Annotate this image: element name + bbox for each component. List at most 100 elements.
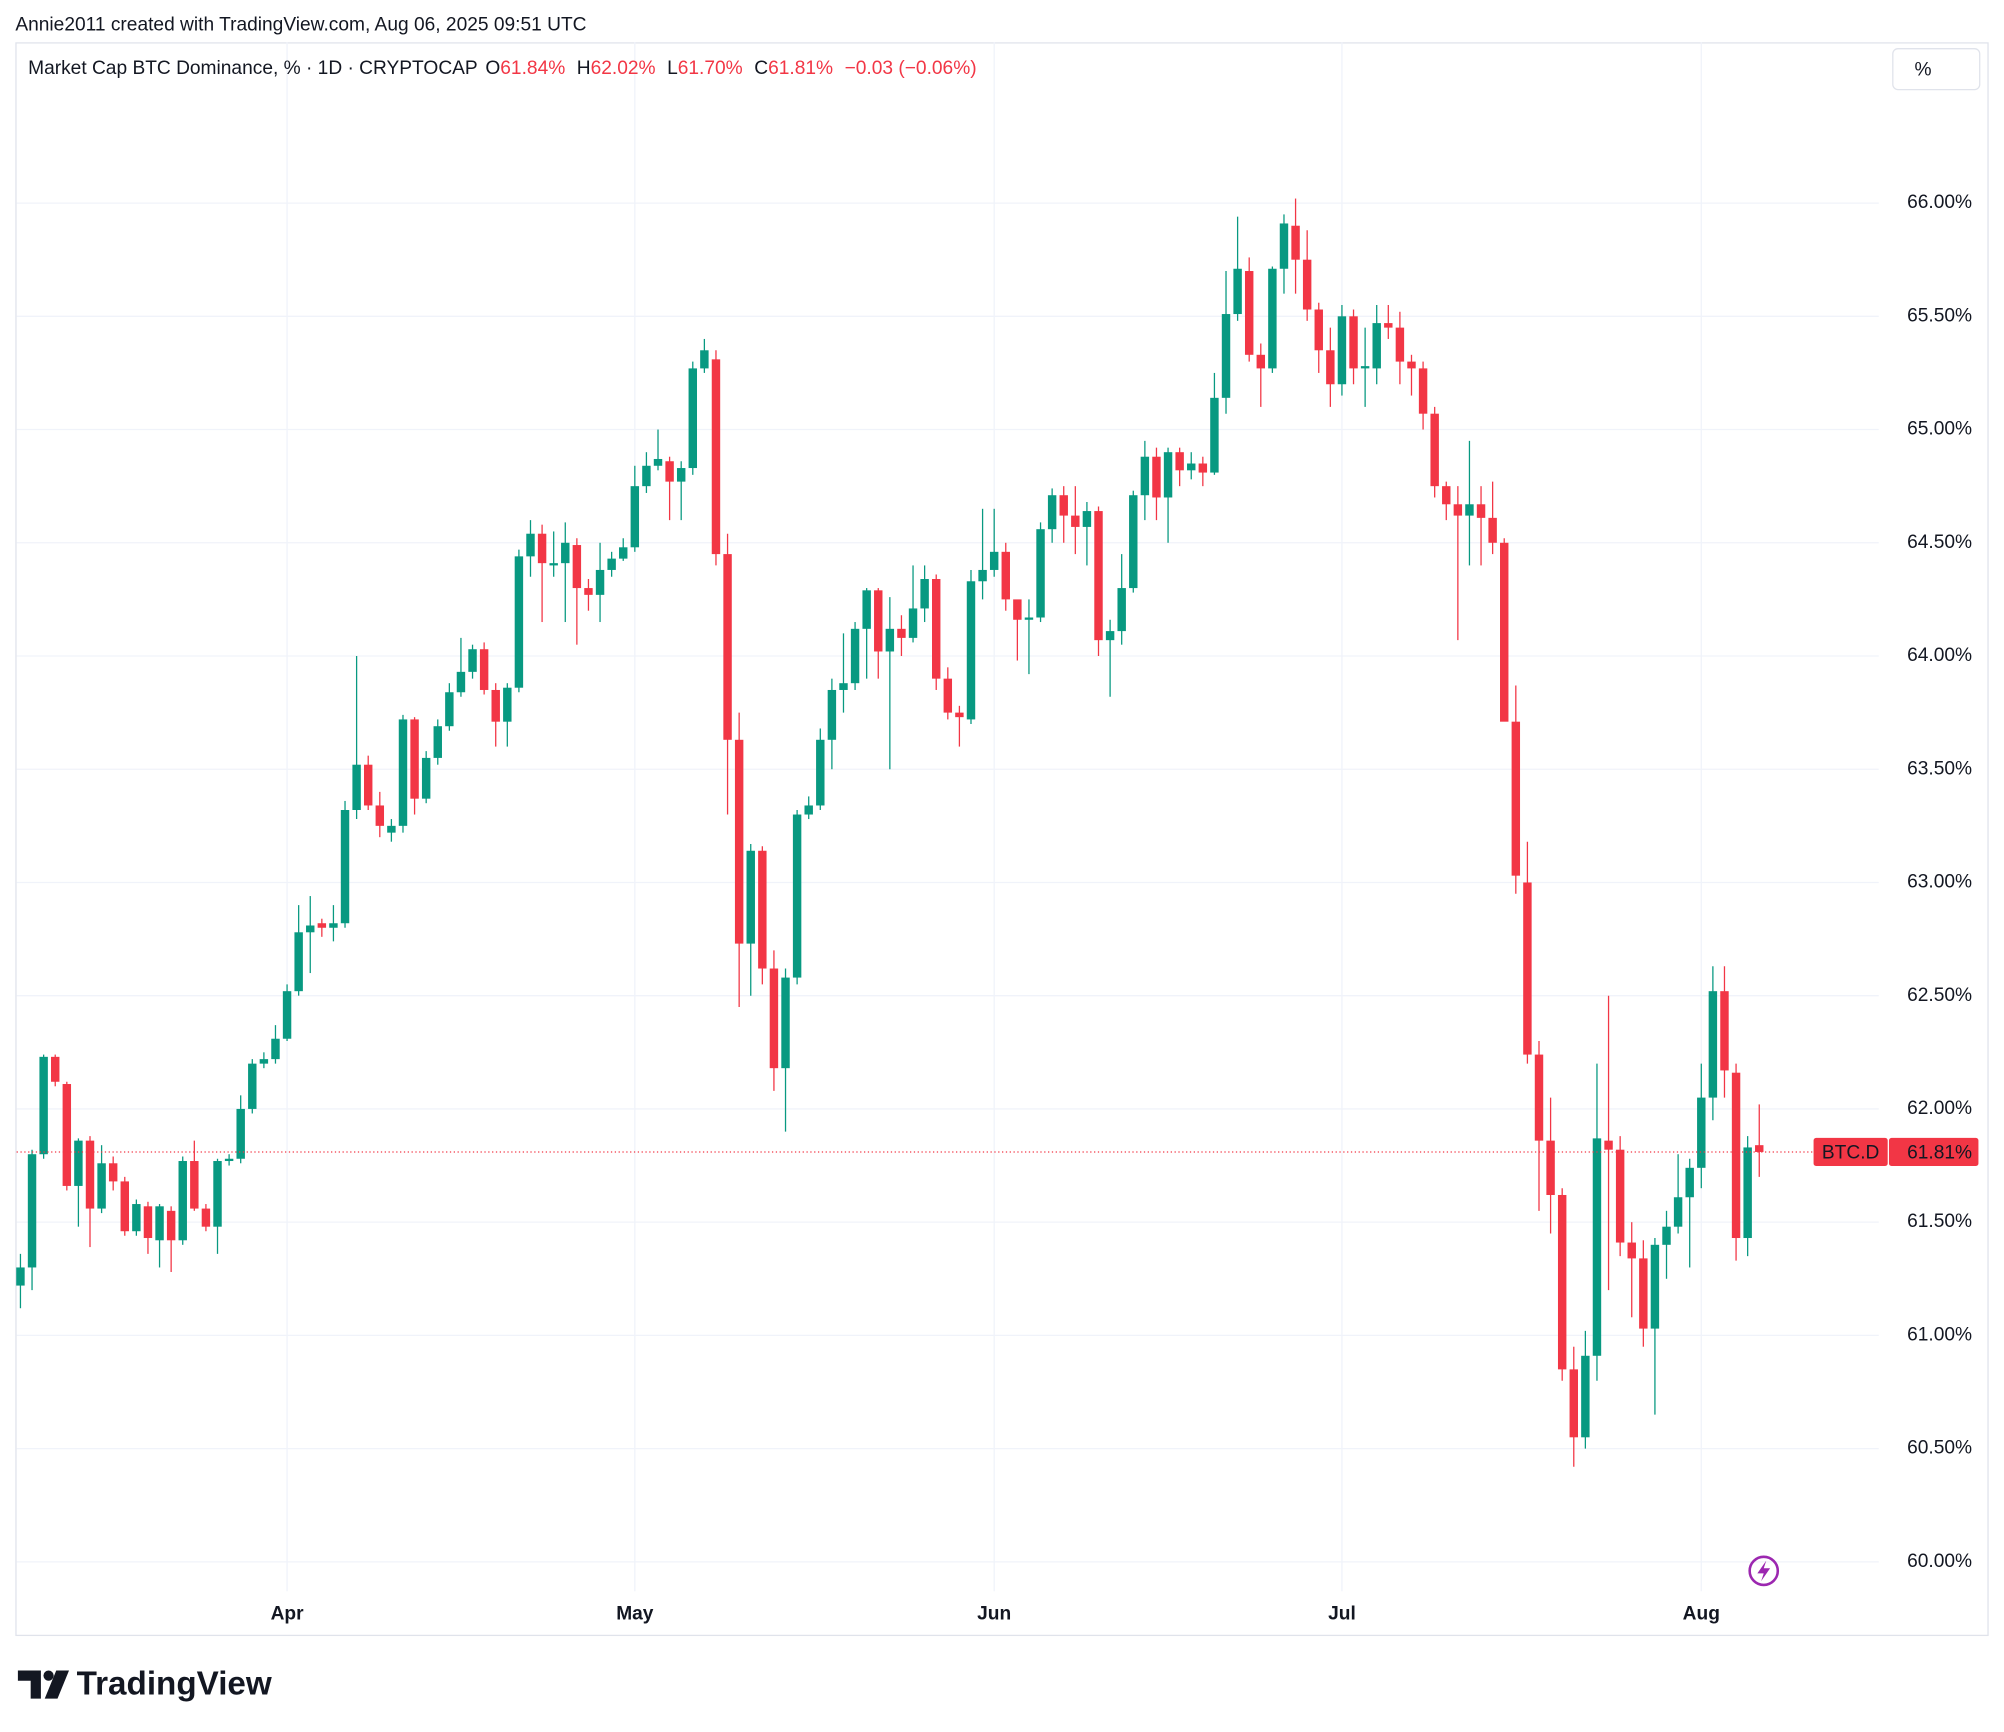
legend-value: 61.81% [768, 58, 833, 79]
scale-button[interactable] [1892, 48, 1981, 91]
candle-body [804, 805, 813, 815]
candle-body [410, 719, 419, 799]
y-tick-label: 63.50% [1907, 758, 1972, 779]
candle-body [132, 1204, 141, 1232]
candle-body [1697, 1097, 1706, 1168]
candle-body [51, 1056, 60, 1082]
logo-dot [43, 1670, 54, 1681]
candle-body [108, 1163, 118, 1182]
candles [16, 198, 1764, 1467]
candle-body [1117, 588, 1126, 632]
candle-body [39, 1056, 48, 1155]
x-tick-label: Jun [977, 1603, 1011, 1624]
candle-body [1430, 413, 1439, 487]
pane-border [15, 42, 1989, 1637]
candle-body [549, 563, 558, 566]
candle-body [1036, 529, 1045, 618]
candle-body [1534, 1054, 1544, 1141]
brand-logo [17, 1670, 70, 1699]
y-tick-label: 64.00% [1907, 645, 1972, 666]
logo-slash [44, 1670, 70, 1699]
candle-body [1140, 456, 1150, 496]
candle-body [1743, 1147, 1752, 1239]
candle-body [1372, 323, 1381, 369]
candle-body [526, 533, 535, 557]
candle-body [874, 590, 883, 652]
candle-body [155, 1206, 164, 1241]
candle-body [769, 968, 779, 1069]
candle-body [166, 1210, 176, 1241]
candle-body [1442, 486, 1451, 505]
candle-body [1488, 517, 1497, 543]
candle-body [1175, 452, 1184, 471]
candle-body [537, 533, 547, 564]
candle-body [1731, 1072, 1741, 1239]
candle-body [665, 461, 674, 482]
candle-body [1071, 515, 1080, 527]
y-tick-label: 60.50% [1907, 1438, 1972, 1459]
y-tick-label: 63.00% [1907, 872, 1972, 893]
y-tick-label: 66.00% [1907, 192, 1972, 213]
candle-body [1708, 991, 1718, 1098]
candle-body [1615, 1149, 1625, 1243]
candle-body [850, 628, 860, 684]
candle-body [1500, 542, 1509, 722]
candle-body [120, 1181, 129, 1232]
candle-body [236, 1108, 245, 1159]
candle-body [352, 764, 361, 811]
last-price-tag [1888, 1137, 1979, 1167]
lightning-glyph [1757, 1560, 1771, 1582]
candle-body [1221, 314, 1231, 398]
candle-body [1244, 271, 1254, 355]
candle-body [676, 468, 686, 482]
candle-body [1094, 511, 1103, 641]
candle-body [1291, 225, 1300, 260]
candle-body [433, 726, 442, 758]
candle-body [85, 1140, 95, 1209]
candle-body [1337, 316, 1347, 385]
legend-key: H [577, 58, 591, 79]
candle-body [1233, 268, 1242, 315]
candle-body [781, 977, 790, 1069]
candle-body [1546, 1140, 1555, 1195]
candle-body [317, 923, 327, 928]
candle-body [978, 569, 987, 582]
candle-body [584, 588, 593, 595]
legend: Market Cap BTC Dominance, % · 1D · CRYPT… [28, 58, 977, 79]
candle-body [792, 814, 802, 978]
logo-shape [17, 1670, 41, 1699]
candle-body [1105, 631, 1115, 641]
candle-body [1152, 456, 1161, 498]
x-tick-label: Jul [1328, 1603, 1356, 1624]
y-tick-label: 62.00% [1907, 1098, 1972, 1119]
y-tick-label: 60.00% [1907, 1551, 1972, 1572]
candle-body [955, 712, 964, 718]
lightning-icon[interactable] [1748, 1555, 1780, 1587]
candle-body [1198, 463, 1208, 473]
candle-body [491, 689, 500, 722]
credit: Annie2011 created with TradingView.com, … [15, 15, 586, 36]
legend-key: L [667, 58, 678, 79]
candle-body [1673, 1197, 1683, 1227]
candle-body [282, 991, 292, 1039]
scale-button-label[interactable]: % [1915, 59, 1932, 80]
candle-body [306, 925, 315, 933]
candle-body [398, 719, 408, 826]
symbol-tag-label: BTC.D [1822, 1142, 1879, 1163]
candle-body [1326, 350, 1335, 385]
y-tick-label: 62.50% [1907, 985, 1972, 1006]
candle-body [514, 556, 524, 688]
candle-body [224, 1158, 234, 1162]
last-price-label: 61.81% [1907, 1142, 1972, 1163]
candle-body [1256, 354, 1266, 369]
candle-body [572, 545, 582, 589]
candle-body [908, 608, 918, 638]
candle-body [1407, 361, 1416, 369]
candle-body [711, 359, 721, 555]
candle-body [734, 739, 744, 944]
candle-body [1523, 882, 1532, 1055]
candle-body [375, 805, 385, 826]
candle-body [16, 1267, 25, 1286]
candle-body [1360, 366, 1370, 369]
